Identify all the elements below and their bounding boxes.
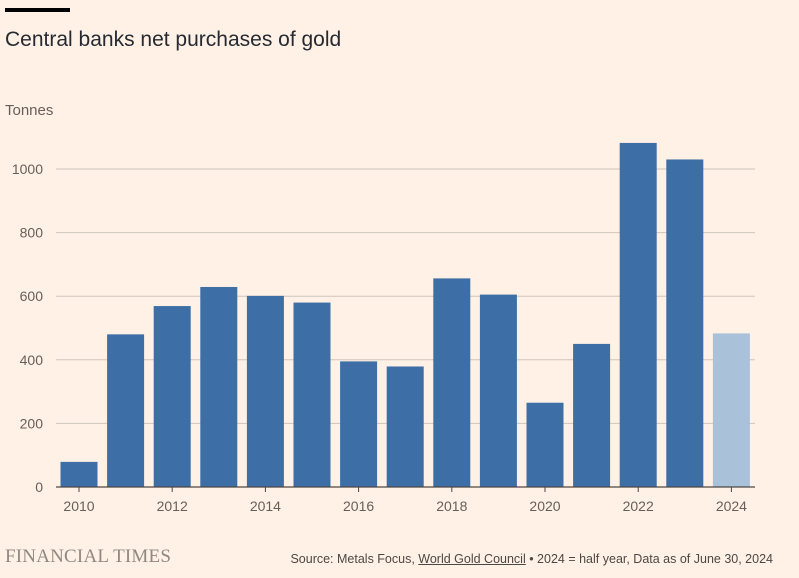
y-tick-label: 1000 bbox=[12, 161, 43, 177]
bar-2020 bbox=[526, 402, 564, 487]
source-note: Source: Metals Focus, World Gold Council… bbox=[290, 552, 773, 566]
y-tick-label: 800 bbox=[20, 225, 44, 241]
bar-2012 bbox=[153, 306, 191, 487]
bar-2022 bbox=[619, 142, 657, 487]
bar-2011 bbox=[107, 334, 145, 487]
source-prefix: Source: Metals Focus, bbox=[290, 552, 419, 566]
title-accent-bar bbox=[5, 8, 70, 12]
x-tick-labels: 2010 2012 2014 2016 2018 2020 2022 2024 bbox=[63, 487, 747, 514]
x-tick-label: 2020 bbox=[529, 498, 560, 514]
ft-logo: FINANCIAL TIMES bbox=[5, 546, 172, 567]
source-suffix: • 2024 = half year, Data as of June 30, … bbox=[525, 552, 773, 566]
x-tick-label: 2018 bbox=[436, 498, 467, 514]
bar-2013 bbox=[200, 286, 238, 487]
bars bbox=[60, 142, 750, 487]
x-tick-label: 2016 bbox=[343, 498, 374, 514]
bar-2014 bbox=[246, 295, 284, 487]
bar-2015 bbox=[293, 302, 331, 487]
y-tick-label: 200 bbox=[20, 415, 44, 431]
y-tick-labels: 0 200 400 600 800 1000 bbox=[12, 161, 43, 495]
bar-2024 bbox=[712, 333, 750, 487]
x-tick-label: 2012 bbox=[157, 498, 188, 514]
bar-2021 bbox=[573, 343, 611, 487]
bar-2017 bbox=[386, 366, 424, 487]
x-tick-label: 2024 bbox=[716, 498, 747, 514]
y-axis-unit-label: Tonnes bbox=[5, 102, 54, 119]
y-tick-label: 600 bbox=[20, 288, 44, 304]
chart-title: Central banks net purchases of gold bbox=[5, 28, 342, 51]
bar-2019 bbox=[479, 294, 517, 487]
y-tick-label: 0 bbox=[35, 479, 43, 495]
y-tick-label: 400 bbox=[20, 352, 44, 368]
source-link[interactable]: World Gold Council bbox=[418, 552, 526, 566]
bar-2018 bbox=[433, 278, 471, 487]
bar-2010 bbox=[60, 461, 98, 487]
bar-2023 bbox=[666, 159, 704, 487]
bar-2016 bbox=[340, 361, 378, 487]
x-tick-label: 2010 bbox=[63, 498, 94, 514]
x-tick-label: 2014 bbox=[250, 498, 281, 514]
x-tick-label: 2022 bbox=[623, 498, 654, 514]
